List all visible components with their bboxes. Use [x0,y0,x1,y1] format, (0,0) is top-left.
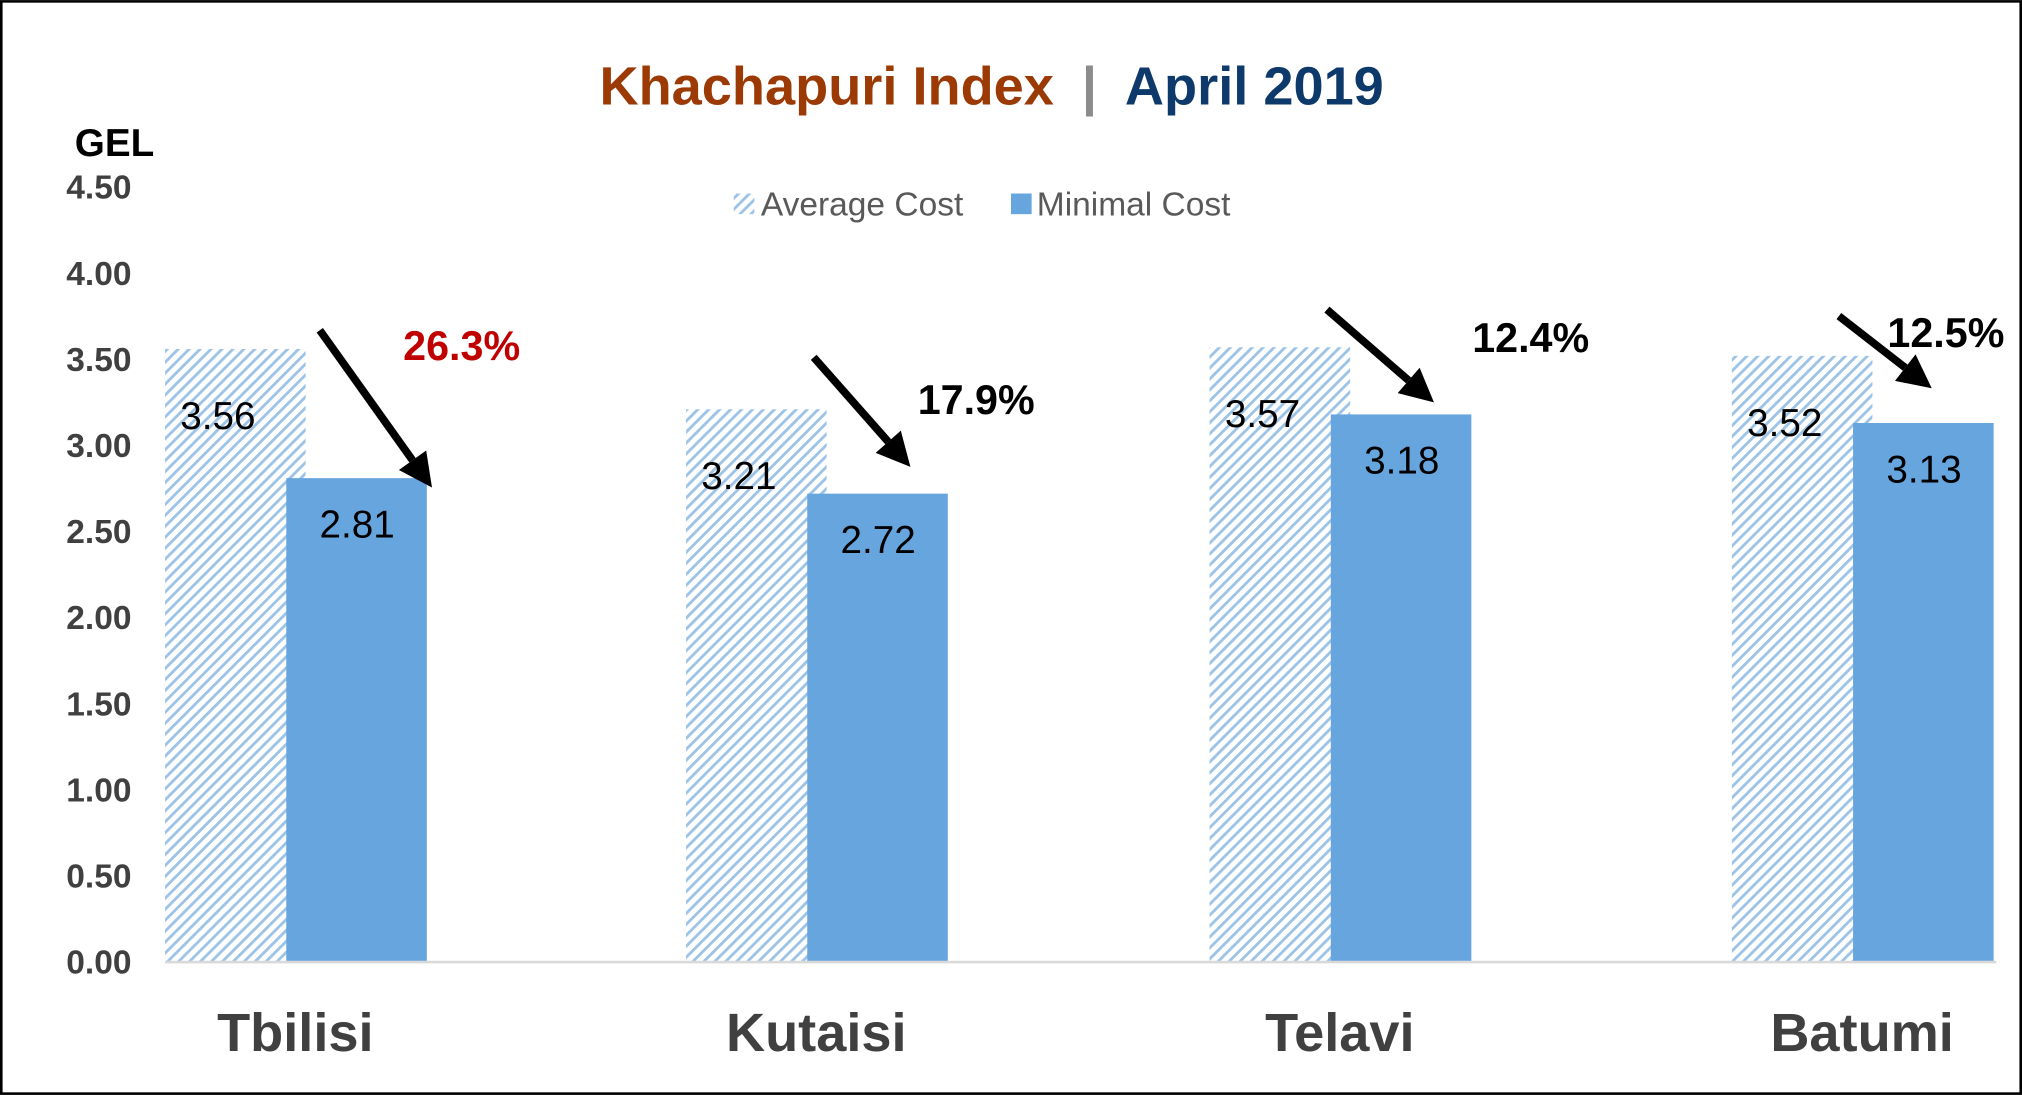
bar-average-cost [165,348,306,963]
y-tick-label: 2.00 [66,600,131,637]
data-label-average: 3.21 [701,455,776,498]
bar-average-cost [686,409,827,963]
title-part1: Khachapuri Index [599,57,1053,117]
bar-minimal-cost [286,478,427,963]
data-label-average: 3.57 [1225,393,1300,436]
y-tick-label: 0.50 [66,859,131,896]
legend-swatch-minimal [1011,193,1032,215]
legend: Average Cost Minimal Cost [733,186,1231,223]
data-label-minimal: 3.18 [1364,440,1439,483]
y-axis: 0.00 0.50 1.00 1.50 2.00 2.50 3.00 3.50 4.00 4.50 [66,170,131,982]
legend-label-minimal: Minimal Cost [1037,186,1231,223]
y-tick-label: 1.00 [66,772,131,809]
x-tick-label: Batumi [1770,1003,1954,1063]
chart-title: Khachapuri Index | April 2019 [599,57,1383,118]
y-tick-label: 3.50 [66,342,131,379]
data-label-minimal: 3.13 [1886,448,1961,491]
arrow-head [1894,354,1932,389]
bar-average-cost [1731,355,1873,963]
y-axis-label: GEL [75,122,155,165]
percent-difference-label: 12.5% [1887,310,2004,356]
legend-label-average: Average Cost [761,186,964,223]
title-separator: | [1082,57,1097,118]
bar-average-cost [1209,347,1351,963]
arrow-head [1397,367,1434,403]
bar-minimal-cost [807,493,948,963]
percent-difference-label: 26.3% [403,323,520,369]
percent-difference-label: 12.4% [1472,315,1589,361]
arrow-shaft [316,327,416,463]
arrow-shaft [810,354,892,445]
data-label-minimal: 2.81 [320,503,395,546]
x-tick-label: Telavi [1265,1003,1415,1063]
arrow-head [875,430,911,467]
bars: 3.56 2.81 Tbilisi 26.3% 3.21 2.72 Kutaisi 17.9%… [165,306,2004,1063]
bar-minimal-cost [1330,414,1472,963]
bar-minimal-cost [1853,423,1994,963]
y-tick-label: 0.00 [66,945,131,982]
percent-difference-label: 17.9% [918,377,1035,423]
data-label-average: 3.56 [180,395,255,438]
y-tick-label: 4.00 [66,256,131,293]
arrow-shaft [1324,306,1412,384]
arrow-head [398,450,432,488]
y-tick-label: 2.50 [66,514,131,551]
arrow-shaft [1836,312,1908,371]
legend-swatch-average [733,193,755,215]
x-tick-label: Tbilisi [217,1003,373,1063]
y-tick-label: 3.00 [66,428,131,465]
title-part2: April 2019 [1125,57,1384,117]
y-tick-label: 1.50 [66,686,131,723]
data-label-minimal: 2.72 [841,519,916,562]
y-tick-label: 4.50 [66,170,131,207]
x-tick-label: Kutaisi [726,1003,907,1063]
data-label-average: 3.52 [1747,402,1822,445]
